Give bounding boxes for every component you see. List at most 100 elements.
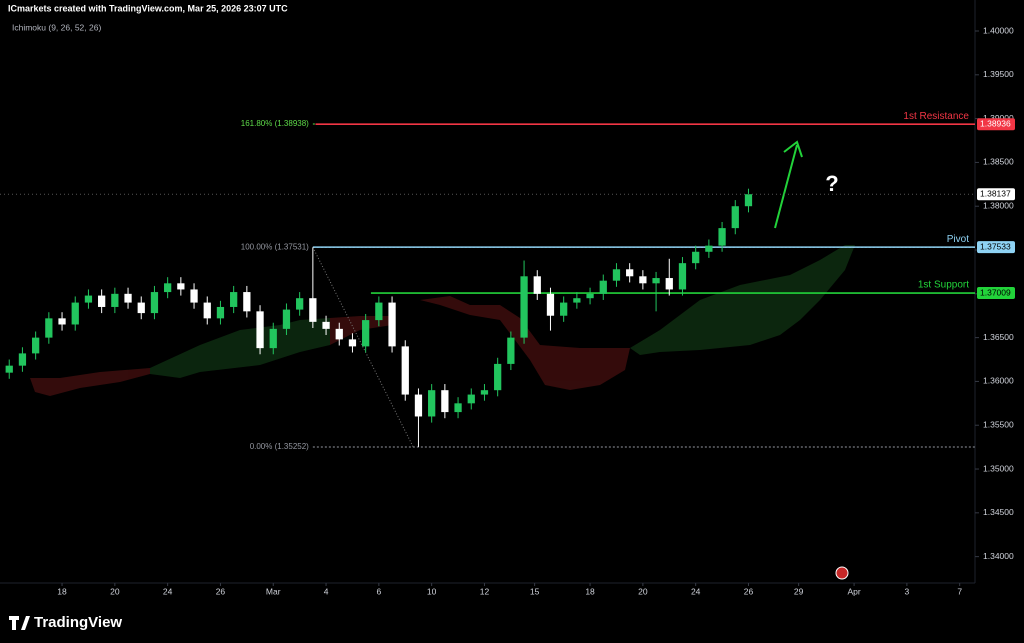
y-tick-label: 1.35000 — [983, 463, 1014, 473]
brand-name: TradingView — [34, 614, 122, 631]
candle-body — [388, 302, 396, 347]
x-tick-label: 3 — [905, 586, 910, 596]
candle-body — [626, 269, 634, 277]
level-name: 1st Support — [918, 280, 969, 291]
price-box — [977, 287, 1015, 300]
candle-body — [71, 302, 79, 325]
candle-body — [560, 302, 568, 316]
price-box-label: 1.38936 — [980, 118, 1011, 128]
cloud-bearish — [330, 316, 392, 345]
logo-icon — [9, 616, 30, 630]
y-tick-label: 1.39000 — [983, 113, 1014, 123]
candle-body — [546, 293, 555, 316]
candle-body — [309, 298, 317, 322]
level-name: Pivot — [947, 234, 969, 245]
level-name: 1st Resistance — [903, 111, 969, 122]
y-tick-label: 1.34000 — [983, 551, 1014, 561]
candle-body — [124, 293, 132, 303]
candle-body — [441, 390, 449, 413]
candle-body — [230, 292, 238, 307]
x-tick-label: 10 — [427, 586, 437, 596]
cloud-bearish — [30, 368, 150, 396]
candle-body — [18, 353, 27, 366]
candle-body — [652, 278, 660, 284]
x-tick-label: 7 — [957, 586, 962, 596]
candle-body — [243, 292, 251, 312]
candle-body — [58, 318, 66, 325]
candle-body — [678, 263, 687, 290]
candle-body — [612, 269, 621, 281]
candle-body — [335, 328, 343, 340]
candle-body — [137, 302, 145, 314]
x-tick-label: Apr — [847, 586, 860, 596]
candle-body — [665, 278, 673, 290]
y-tick-label: 1.36500 — [983, 332, 1014, 342]
candle-body — [164, 283, 172, 293]
candle-body — [467, 394, 475, 404]
cloud-bearish — [420, 296, 630, 390]
y-tick-label: 1.38000 — [983, 200, 1014, 210]
y-tick-label: 1.40000 — [983, 25, 1014, 35]
brand-logo: TradingView — [9, 614, 122, 631]
candle-body — [731, 206, 739, 229]
candle-body — [296, 298, 304, 310]
y-tick-label: 1.36000 — [983, 376, 1014, 386]
event-flag[interactable] — [835, 566, 849, 580]
annotation: ? — [825, 171, 838, 196]
candle-body — [362, 320, 370, 347]
cloud-bullish — [630, 245, 855, 355]
fib-label: 161.80% (1.38938) — [241, 119, 309, 128]
candle-body — [203, 302, 211, 319]
candle-body — [177, 283, 185, 290]
y-tick-label: 1.39500 — [983, 69, 1014, 79]
fib-label: 100.00% (1.37531) — [241, 242, 309, 251]
indicator-label: Ichimoku (9, 26, 52, 26) — [12, 22, 101, 32]
x-tick-label: 24 — [163, 586, 173, 596]
x-tick-label: 15 — [530, 586, 540, 596]
candle-body — [150, 292, 159, 314]
y-tick-label: 1.34500 — [983, 507, 1014, 517]
forecast-arrow — [774, 140, 803, 229]
y-tick-label: 1.38500 — [983, 157, 1014, 167]
fib-label: 0.00% (1.35252) — [250, 442, 309, 451]
x-tick-label: 12 — [480, 586, 490, 596]
candle-body — [256, 311, 264, 349]
candle-body — [744, 194, 753, 207]
candle-body — [639, 276, 647, 284]
x-tick-label: Mar — [266, 586, 281, 596]
price-box-label: 1.37009 — [980, 287, 1011, 297]
candle-body — [216, 306, 225, 319]
candle-body — [533, 276, 541, 294]
last-price-box — [977, 188, 1015, 201]
price-box-label: 1.37533 — [980, 241, 1011, 251]
candle-body — [84, 295, 93, 303]
candle-body — [599, 280, 607, 294]
candle-body — [401, 346, 409, 395]
x-tick-label: 29 — [794, 586, 804, 596]
x-tick-label: 18 — [57, 586, 67, 596]
price-box — [977, 241, 1015, 254]
x-tick-label: 20 — [638, 586, 648, 596]
x-tick-label: 26 — [216, 586, 226, 596]
candle-body — [45, 318, 53, 338]
x-tick-label: 24 — [691, 586, 701, 596]
candle-body — [428, 390, 436, 417]
candle-body — [269, 328, 277, 349]
candle-body — [692, 251, 700, 264]
candle-body — [573, 298, 581, 303]
candle-body — [507, 337, 515, 364]
x-tick-label: 4 — [324, 586, 329, 596]
candle-body — [494, 363, 502, 391]
candle-body — [5, 365, 13, 373]
candle-body — [111, 293, 119, 307]
candle-body — [190, 289, 198, 303]
candle-body — [454, 403, 462, 413]
candle-body — [98, 295, 106, 307]
x-tick-label: 20 — [110, 586, 120, 596]
candle-body — [32, 337, 40, 354]
cloud-bullish — [150, 318, 330, 378]
candle-body — [705, 245, 713, 252]
candle-body — [718, 228, 726, 246]
candle-body — [322, 321, 330, 329]
